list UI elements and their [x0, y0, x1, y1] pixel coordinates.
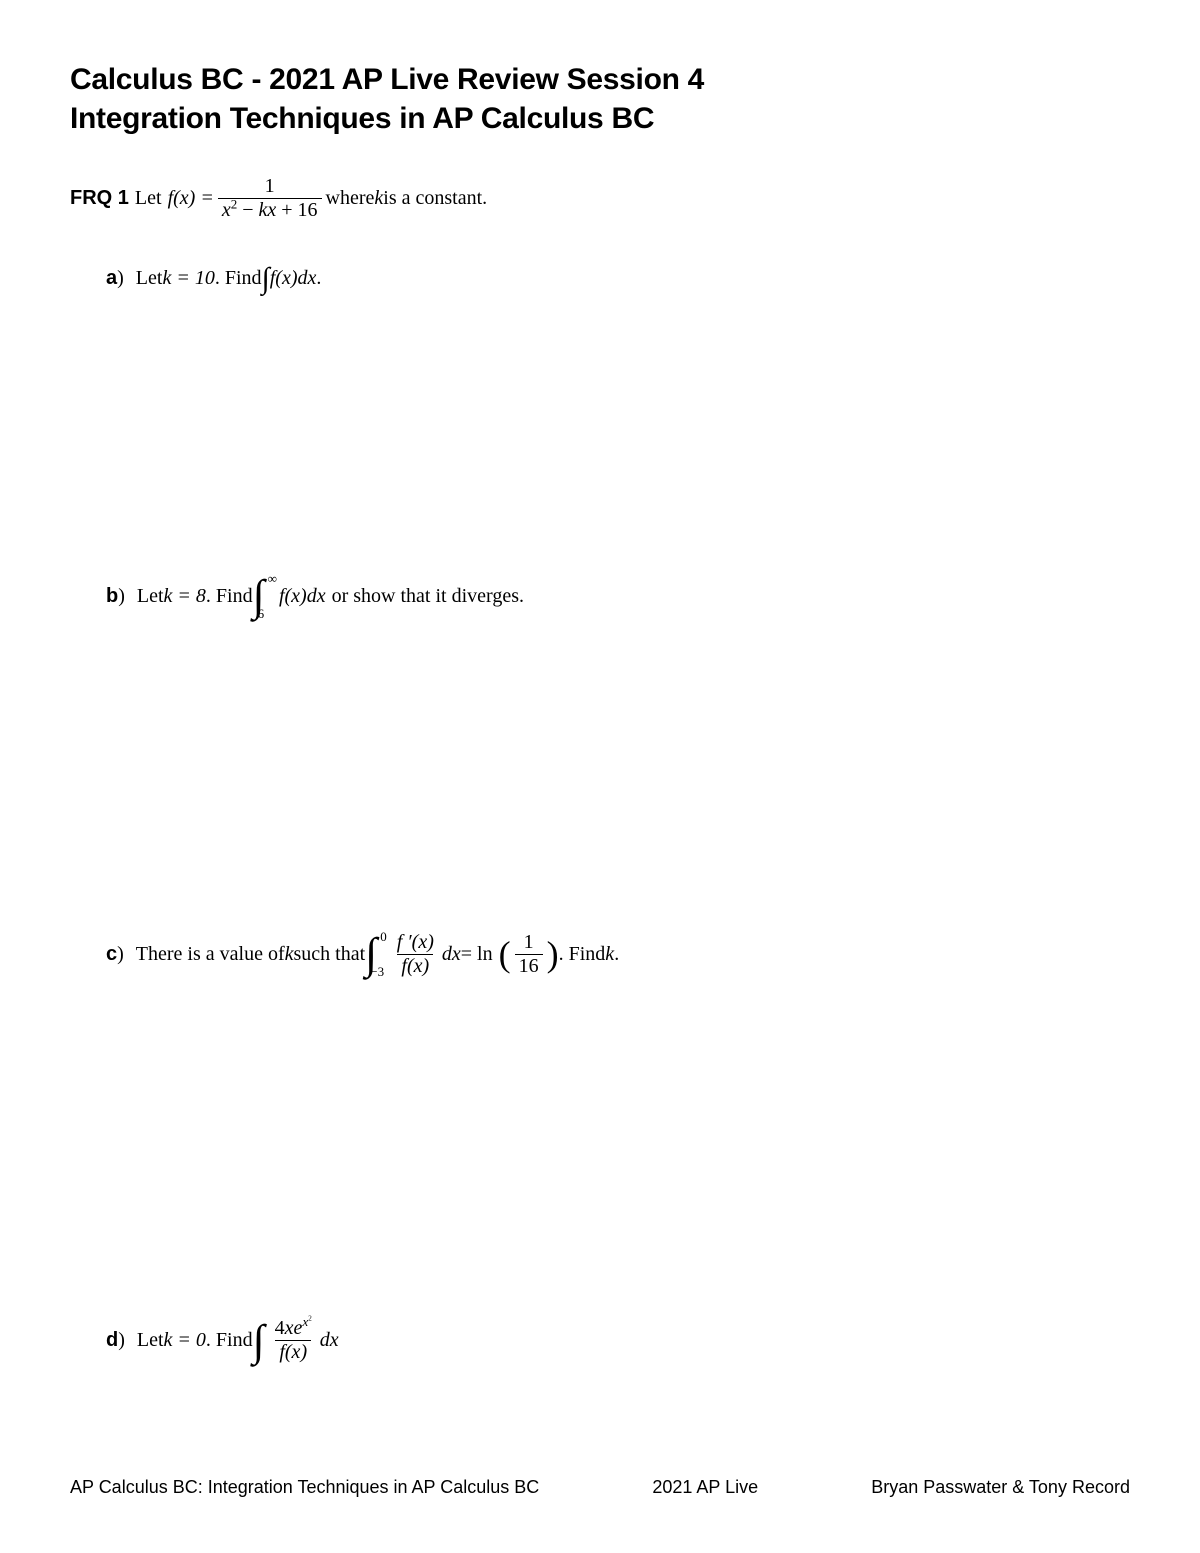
frac-den: x2 − kx + 16 [218, 198, 322, 221]
part-c-lnfrac: 1 16 [515, 932, 543, 977]
part-c-findk: . Find [559, 943, 606, 966]
frq-stem: FRQ 1 Let f(x) = 1 x2 − kx + 16 where k … [70, 176, 1130, 221]
part-a-fxdx: f(x)dx [270, 267, 317, 290]
part-d: d) Let k = 0 . Find ∫ 4xex2 f(x) dx [106, 1318, 1130, 1363]
part-b-orshow: or show that it diverges. [332, 585, 524, 608]
part-b-label: b [106, 585, 118, 608]
page-title: Calculus BC - 2021 AP Live Review Sessio… [70, 60, 1130, 138]
where-text: where [326, 187, 375, 210]
let-text: Let [135, 187, 162, 210]
part-d-find: . Find [206, 1329, 253, 1352]
part-b-let: Let [137, 585, 164, 608]
title-line-2: Integration Techniques in AP Calculus BC [70, 102, 654, 135]
frq-label: FRQ 1 [70, 187, 129, 210]
part-c-suchthat: such that [294, 943, 366, 966]
part-a-find: . Find [215, 267, 262, 290]
part-c-k2: k [605, 943, 614, 966]
part-d-frac: 4xex2 f(x) [271, 1318, 316, 1363]
part-b: b) Let k = 8 . Find ∫ ∞ 6 f(x)dx or show… [106, 572, 1130, 620]
part-d-dx: dx [320, 1329, 339, 1352]
constant-text: is a constant. [383, 187, 487, 210]
part-c-thereis: There is a value of [136, 943, 285, 966]
frq-fraction: 1 x2 − kx + 16 [218, 176, 322, 221]
title-line-1: Calculus BC - 2021 AP Live Review Sessio… [70, 63, 704, 96]
integral-icon: ∫ [253, 576, 265, 616]
part-b-fxdx: f(x)dx [279, 585, 326, 608]
footer-left: AP Calculus BC: Integration Techniques i… [70, 1477, 539, 1498]
part-b-keq: k = 8 [164, 585, 206, 608]
frac-num: 1 [261, 176, 279, 198]
part-c-dx: dx [442, 943, 461, 966]
part-b-find: . Find [206, 585, 253, 608]
part-d-num: 4xex2 [271, 1318, 316, 1340]
part-a: a) Let k = 10 . Find ∫ f(x)dx . [106, 265, 1130, 292]
part-c-frac: f ′(x) f(x) [393, 932, 438, 977]
integral-icon: ∫ [365, 934, 377, 974]
page-footer: AP Calculus BC: Integration Techniques i… [70, 1477, 1130, 1498]
part-c-eq: = ln [461, 943, 493, 966]
part-a-keq: k = 10 [162, 267, 214, 290]
part-a-period: . [316, 267, 321, 290]
part-d-label: d [106, 1329, 118, 1352]
integral-icon: ∫ [262, 265, 270, 292]
footer-mid: 2021 AP Live [652, 1477, 758, 1498]
k-var: k [374, 187, 383, 210]
func-lhs: f(x) = [168, 187, 214, 210]
part-a-label: a [106, 267, 117, 290]
part-c-label: c [106, 943, 117, 966]
part-c-period: . [614, 943, 619, 966]
part-c-k: k [285, 943, 294, 966]
part-c: c) There is a value of k such that ∫ 0 −… [106, 930, 1130, 978]
integral-icon: ∫ [253, 1321, 265, 1361]
part-d-keq: k = 0 [164, 1329, 206, 1352]
part-d-let: Let [137, 1329, 164, 1352]
part-a-let: Let [136, 267, 163, 290]
footer-right: Bryan Passwater & Tony Record [871, 1477, 1130, 1498]
